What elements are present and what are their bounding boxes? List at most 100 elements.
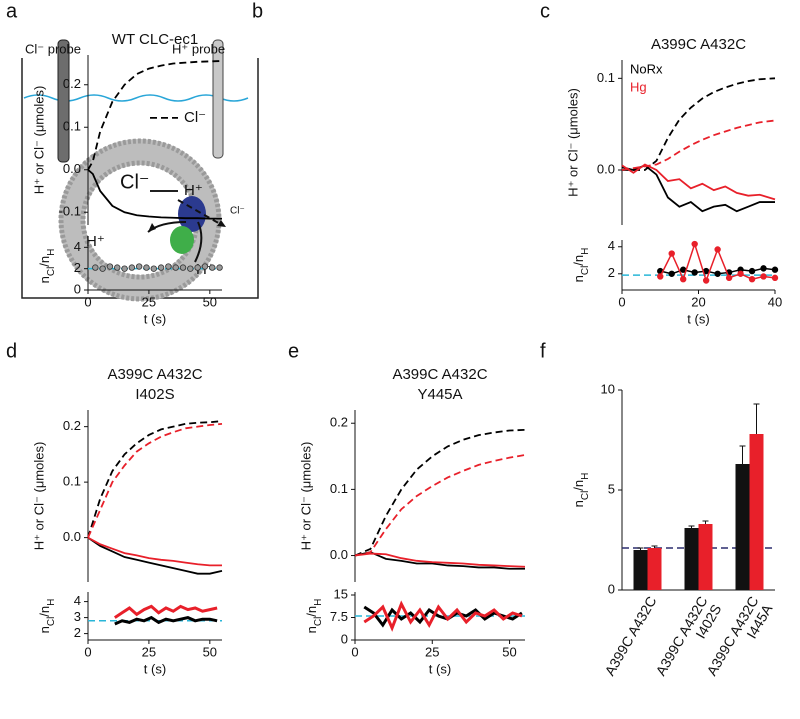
ratio-point xyxy=(128,264,136,271)
ion-label: Cl⁻ xyxy=(120,171,149,193)
y-tick-label: 0.2 xyxy=(63,418,81,433)
ratio-point xyxy=(760,265,767,272)
ratio-point xyxy=(143,264,150,271)
ratio-point xyxy=(725,274,733,282)
y-tick-label: 4 xyxy=(74,593,81,608)
y-axis-label-part: /n xyxy=(304,606,319,617)
x-axis-label: t (s) xyxy=(687,311,709,326)
x-tick-label: 20 xyxy=(691,294,705,309)
ratio-point xyxy=(714,270,721,277)
bar xyxy=(698,524,713,590)
liposome xyxy=(59,139,221,301)
ratio-point xyxy=(172,264,179,271)
y-axis-label: H⁺ or Cl⁻ (μmoles) xyxy=(31,442,46,551)
legend-label: NoRx xyxy=(630,61,663,76)
chart-title: A399C A432C xyxy=(651,36,746,53)
data-line xyxy=(622,77,776,171)
bar xyxy=(735,464,750,590)
data-line xyxy=(87,536,222,567)
x-tick-label: 0 xyxy=(351,644,358,659)
y-axis-label-part: H xyxy=(313,599,324,606)
ratio-point xyxy=(668,250,675,257)
y-axis-label-part: /n xyxy=(37,256,52,267)
y-axis-label: H⁺ or Cl⁻ (μmoles) xyxy=(565,88,580,197)
y-axis-label: nCl/nH xyxy=(304,599,324,634)
chart-title: A399C A432C xyxy=(392,366,487,383)
data-line xyxy=(87,60,223,171)
x-tick-label: 50 xyxy=(203,294,217,309)
ratio-line xyxy=(363,600,523,632)
chloride-arrow xyxy=(177,199,223,226)
ion-label: H⁺ xyxy=(86,233,105,250)
x-axis-label: t (s) xyxy=(429,661,451,676)
ratio-point xyxy=(680,275,687,283)
ratio-point xyxy=(179,264,187,271)
protein-subunit xyxy=(170,226,194,254)
chart-title: WT CLC-ec1 xyxy=(112,31,198,48)
y-axis-label-part: n xyxy=(37,626,52,633)
bar xyxy=(647,548,662,590)
legend-label: H⁺ xyxy=(184,182,203,199)
chart-title: A399C A432C xyxy=(107,366,202,383)
data-line xyxy=(87,422,223,538)
ratio-point xyxy=(760,273,767,280)
ratio-point xyxy=(771,266,779,273)
x-tick-label: 50 xyxy=(502,644,516,659)
chart-title: Y445A xyxy=(417,386,462,403)
outer-heads xyxy=(58,138,222,302)
ratio-point xyxy=(99,265,106,272)
x-tick-label: 0 xyxy=(618,294,625,309)
y-axis-label-part: H xyxy=(46,599,57,606)
data-line xyxy=(87,420,223,538)
y-tick-label: 5 xyxy=(608,481,615,496)
x-tick-label: 25 xyxy=(142,644,156,659)
y-tick-label: 4 xyxy=(74,239,81,254)
data-line xyxy=(354,552,526,568)
y-tick-label: 0 xyxy=(341,631,348,646)
y-tick-label: 0.1 xyxy=(63,119,81,134)
x-tick-label: 0 xyxy=(84,294,91,309)
y-tick-label: 0.0 xyxy=(63,161,81,176)
y-tick-label: 0 xyxy=(74,281,81,296)
y-tick-label: 2 xyxy=(608,265,615,280)
y-axis-label: H⁺ or Cl⁻ (μmoles) xyxy=(31,86,46,195)
ratio-point xyxy=(748,267,756,275)
ratio-point xyxy=(668,270,675,277)
y-axis-label-part: H xyxy=(580,473,591,480)
ratio-point xyxy=(691,240,698,248)
ratio-point xyxy=(771,274,779,282)
y-axis-label-part: n xyxy=(37,276,52,283)
legend-label: Hg xyxy=(630,79,647,94)
y-tick-label: 2 xyxy=(74,625,81,640)
ratio-point xyxy=(657,273,664,280)
ratio-point xyxy=(748,275,756,283)
ion-label: Cl⁻ xyxy=(230,206,245,217)
panel-label: c xyxy=(540,0,550,22)
x-tick-label: 0 xyxy=(84,644,91,659)
y-axis-label-part: Cl xyxy=(580,491,591,500)
data-line xyxy=(621,163,776,201)
y-axis-label-part: /n xyxy=(571,255,586,266)
y-axis-label-part: H xyxy=(46,249,57,256)
ratio-point xyxy=(691,269,698,276)
y-axis-label: nCl/nH xyxy=(37,599,57,634)
x-axis-label: t (s) xyxy=(144,311,166,326)
ratio-line xyxy=(114,615,218,626)
ratio-point xyxy=(121,265,128,272)
y-axis-label: nCl/nH xyxy=(571,248,591,283)
ratio-point xyxy=(114,264,121,271)
y-tick-label: 4 xyxy=(608,238,615,253)
ratio-line xyxy=(113,604,218,619)
y-axis-label-part: /n xyxy=(571,480,586,491)
chloride-probe xyxy=(57,39,70,163)
y-tick-label: 0.1 xyxy=(597,70,615,85)
ratio-point xyxy=(201,263,209,270)
ratio-point xyxy=(165,263,172,270)
y-tick-label: 0.0 xyxy=(330,547,348,562)
arrow-head xyxy=(148,223,156,232)
ratio-point xyxy=(194,264,201,271)
x-tick-label-line: A399C A432C xyxy=(601,593,659,678)
ratio-point xyxy=(135,263,143,270)
bar xyxy=(749,434,764,590)
ratio-point xyxy=(702,277,710,284)
